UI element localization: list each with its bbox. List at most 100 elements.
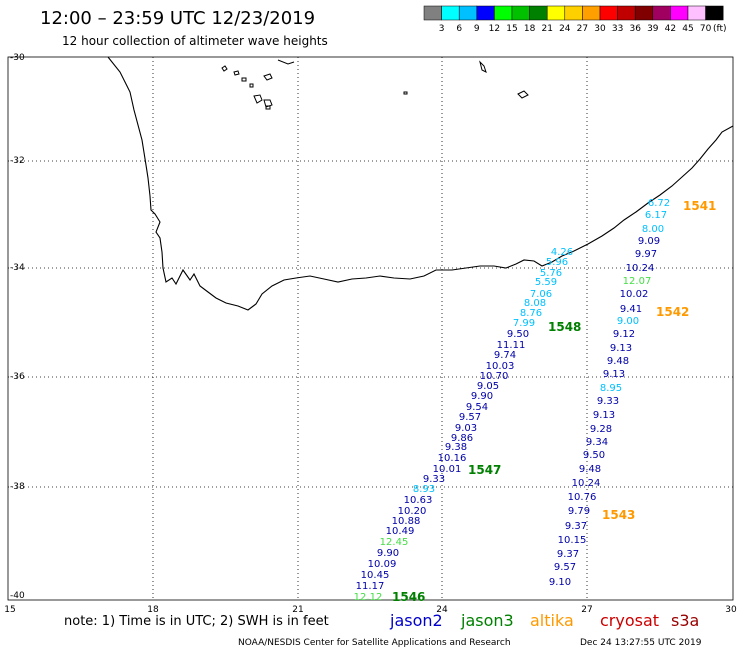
islands [221, 59, 529, 110]
swh-value: 10.45 [361, 570, 390, 581]
colorbar-swatch [599, 5, 618, 21]
swh-value: 7.99 [513, 318, 535, 329]
swh-value: 9.90 [377, 548, 399, 559]
swh-value: 6.72 [648, 198, 670, 209]
colorbar-swatch [617, 5, 636, 21]
satellite-legend-item: cryosat [600, 611, 659, 630]
swh-value: 5.76 [540, 268, 562, 279]
swh-value: 9.03 [455, 423, 477, 434]
swh-value: 9.13 [603, 369, 625, 380]
colorbar-label: 70 [700, 24, 712, 34]
colorbar-unit: (ft) [713, 24, 727, 34]
satellite-legend-item: jason3 [460, 611, 514, 630]
swh-value: 10.02 [620, 289, 649, 300]
colorbar-swatch [441, 5, 460, 21]
swh-value: 6.17 [645, 210, 667, 221]
swh-value: 10.88 [392, 516, 421, 527]
colorbar-label: 24 [559, 24, 571, 34]
colorbar-label: 6 [456, 24, 462, 34]
colorbar-label: 21 [541, 24, 552, 34]
swh-value: 8.95 [600, 383, 622, 394]
lon-axis-labels: 15 18 21 24 27 30 [4, 605, 737, 615]
colorbar-label: 18 [524, 24, 536, 34]
chart-title: 12:00 – 23:59 UTC 12/23/2019 [40, 8, 315, 29]
swh-value: 10.49 [386, 526, 415, 537]
colorbar-swatch [634, 5, 654, 21]
swh-value: 9.00 [617, 316, 639, 327]
swh-value: 4.26 [551, 247, 573, 258]
colorbar-label: 30 [594, 24, 606, 34]
swh-value: 5.59 [535, 277, 557, 288]
swh-value: 9.57 [554, 562, 576, 573]
colorbar-label: 15 [506, 24, 517, 34]
colorbar-swatch [705, 5, 724, 21]
colorbar-label: 3 [439, 24, 445, 34]
swh-value: 10.76 [568, 492, 597, 503]
swh-value: 9.12 [613, 329, 635, 340]
swh-value: 9.33 [597, 396, 619, 407]
lat-axis-labels: -30 -32 -34 -36 -38 -40 [10, 53, 25, 601]
swh-value: 9.34 [586, 437, 608, 448]
swh-value: 10.24 [626, 263, 655, 274]
swh-value: 10.03 [486, 361, 515, 372]
satellite-legend-item: jason2 [389, 611, 443, 630]
lon-tick: 27 [581, 605, 592, 615]
swh-value: 9.13 [610, 343, 632, 354]
swh-value: 9.97 [635, 249, 657, 260]
swh-value: 9.48 [579, 464, 601, 475]
swh-value: 10.01 [433, 464, 462, 475]
lon-tick: 21 [292, 605, 303, 615]
timestamp-text: Dec 24 13:27:55 UTC 2019 [580, 638, 702, 648]
colorbar-swatch [494, 5, 513, 21]
colorbar-swatch [670, 5, 689, 21]
colorbar-label: 45 [682, 24, 693, 34]
swh-value: 5.96 [546, 257, 568, 268]
lat-tick: -36 [10, 372, 25, 382]
colorbar-label: 12 [489, 24, 500, 34]
pass-label: 1548 [548, 320, 581, 334]
swh-value: 9.74 [494, 350, 516, 361]
swh-value: 9.09 [638, 236, 660, 247]
swh-value: 11.11 [497, 340, 526, 351]
colorbar-swatch [582, 5, 601, 21]
pass-label: 1547 [468, 463, 501, 477]
colorbar-label: 33 [612, 24, 623, 34]
colorbar-swatch [652, 5, 671, 21]
satellite-legend-item: altika [530, 611, 574, 630]
swh-value: 10.16 [438, 453, 467, 464]
colorbar-swatch [511, 5, 530, 21]
lat-tick: -34 [10, 263, 25, 273]
swh-value: 9.28 [590, 424, 612, 435]
map-frame [7, 56, 734, 601]
swh-value: 9.86 [451, 433, 473, 444]
swh-value: 9.57 [459, 412, 481, 423]
colorbar-swatch [687, 5, 706, 21]
lon-tick: 15 [4, 605, 15, 615]
pass-label: 1543 [602, 508, 635, 522]
swh-value: 10.24 [572, 478, 601, 489]
swh-value: 9.38 [445, 442, 467, 453]
lat-lon-grid [8, 57, 733, 600]
colorbar-swatch [423, 5, 442, 21]
swh-value: 9.37 [565, 521, 587, 532]
swh-value: 10.70 [480, 371, 509, 382]
swh-value: 10.63 [404, 495, 433, 506]
lon-tick: 18 [147, 605, 159, 615]
coastline [107, 56, 734, 311]
swh-value: 9.33 [423, 474, 445, 485]
colorbar-label: 9 [474, 24, 480, 34]
colorbar-label: 27 [577, 24, 588, 34]
swh-value: 9.48 [607, 356, 629, 367]
swh-value: 10.09 [368, 559, 397, 570]
lat-tick: -32 [10, 156, 25, 166]
swh-value: 10.15 [558, 535, 587, 546]
colorbar-swatch [529, 5, 548, 21]
lon-tick: 30 [725, 605, 737, 615]
swh-value: 9.13 [593, 410, 615, 421]
swh-value: 12.45 [380, 537, 409, 548]
swh-value: 9.50 [507, 329, 529, 340]
colorbar-label: 39 [647, 24, 659, 34]
pass-label: 1546 [392, 590, 425, 604]
colorbar-swatch [458, 5, 478, 21]
